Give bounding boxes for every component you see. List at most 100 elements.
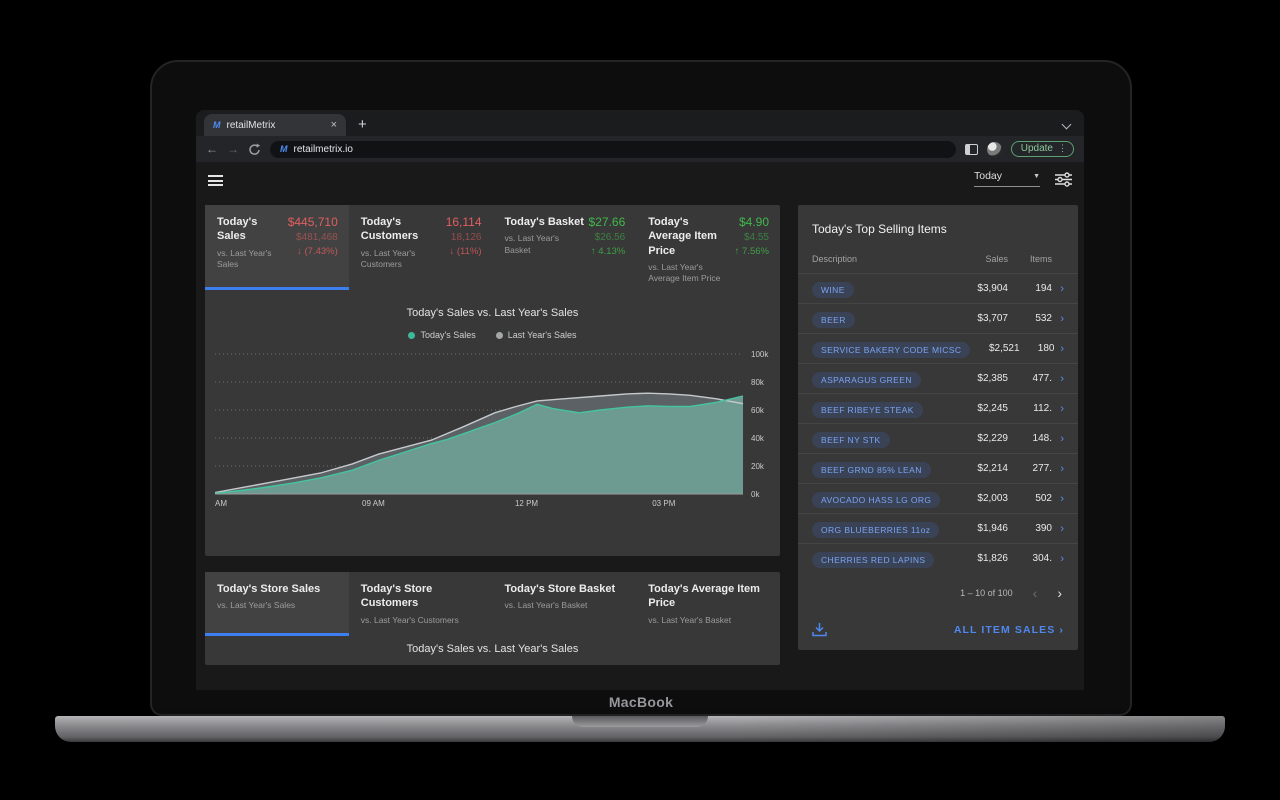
chevron-right-icon[interactable]: › [1060,492,1064,505]
kpi-subtitle: vs. Last Year's Average Item Price [648,261,721,284]
url-bar[interactable]: M retailmetrix.io [270,140,956,158]
kpi-card[interactable]: Today's Customers vs. Last Year's Custom… [349,205,493,290]
item-count: 304. [1032,553,1052,564]
legend-label: Today's Sales [420,330,476,340]
panel-footer: ALL ITEM SALES › [798,612,1078,650]
item-pill[interactable]: ASPARAGUS GREEN [812,371,921,388]
item-pill[interactable]: ORG BLUEBERRIES 11oz [812,521,940,538]
store-tab-subtitle: vs. Last Year's Basket [504,600,588,611]
svg-text:100k: 100k [751,350,769,359]
item-pill[interactable]: CHERRIES RED LAPINS [812,551,935,568]
new-tab-button[interactable]: + [358,116,367,133]
period-value: Today [974,170,1003,182]
filter-settings-icon[interactable] [1055,172,1072,187]
table-row[interactable]: BEER $3,707 532 › [798,303,1078,333]
app-toolbar: Today ▼ [196,162,1084,200]
browser-tab[interactable]: M retailMetrix × [204,114,346,136]
store-tab[interactable]: Today's Store Basket vs. Last Year's Bas… [493,572,637,636]
store-tabs-row: Today's Store Sales vs. Last Year's Sale… [205,572,780,636]
item-sales: $2,385 [977,373,1008,384]
store-tab-subtitle: vs. Last Year's Basket [648,614,732,625]
browser-menu-icon[interactable]: ⋮ [1058,143,1067,153]
chevron-right-icon[interactable]: › [1060,462,1064,475]
back-icon[interactable]: ← [206,142,218,156]
kpi-value: $27.66 [588,215,626,229]
kpi-title: Today's Customers [360,216,419,243]
table-row[interactable]: ORG BLUEBERRIES 11oz $1,946 390 › [798,513,1078,543]
legend-item: Last Year's Sales [495,330,577,340]
item-count: 477. [1032,373,1052,384]
item-sales: $3,707 [977,313,1008,324]
kpi-title: Today's Sales [217,216,258,243]
table-row[interactable]: WINE $3,904 194 › [798,273,1078,303]
chevron-right-icon[interactable]: › [1060,552,1064,565]
item-count: 390 [1035,523,1052,534]
item-pill[interactable]: SERVICE BAKERY CODE MICSC [812,341,971,358]
profile-avatar[interactable] [986,141,1002,157]
kpi-value: 16,114 [445,215,482,229]
svg-text:80k: 80k [751,378,765,387]
device-label: MacBook [608,694,674,710]
kpi-title: Today's Average Item Price [648,216,717,257]
laptop-screen: M retailMetrix × + ← → M retailmetrix.io [150,60,1132,716]
update-button[interactable]: Update ⋮ [1010,141,1074,157]
item-sales: $2,521 [988,343,1020,354]
tab-close-icon[interactable]: × [330,118,337,131]
chevron-down-icon[interactable] [1061,119,1072,130]
side-panel-icon[interactable] [964,143,978,155]
all-item-sales-link[interactable]: ALL ITEM SALES › [953,623,1064,636]
store-tab[interactable]: Today's Store Customers vs. Last Year's … [349,572,493,636]
store-tab-title: Today's Store Basket [504,583,616,595]
svg-text:03 PM: 03 PM [652,499,675,508]
item-pill[interactable]: BEEF NY STK [812,431,890,448]
next-page-icon[interactable]: › [1057,585,1062,601]
sales-chart: 0k 20k 40k 60k 80k 100k AM 09 AM 12 PM 03 PM [214,348,774,515]
chevron-right-icon[interactable]: › [1060,282,1064,295]
table-row[interactable]: AVOCADO HASS LG ORG $2,003 502 › [798,483,1078,513]
item-pill[interactable]: WINE [812,281,854,298]
kpi-subtitle: vs. Last Year's Basket [504,233,560,255]
kpi-card[interactable]: Today's Average Item Price vs. Last Year… [636,205,780,290]
item-sales: $2,229 [977,433,1008,444]
chevron-right-icon[interactable]: › [1060,432,1064,445]
svg-text:09 AM: 09 AM [362,499,385,508]
kpi-card[interactable]: Today's Sales vs. Last Year's Sales $445… [205,205,349,290]
chevron-right-icon[interactable]: › [1060,312,1064,325]
browser-tabstrip: M retailMetrix × + [196,110,1084,136]
url-text: retailmetrix.io [293,143,353,155]
item-pill[interactable]: BEEF RIBEYE STEAK [812,401,923,418]
table-row[interactable]: BEEF NY STK $2,229 148. › [798,423,1078,453]
table-row[interactable]: CHERRIES RED LAPINS $1,826 304. › [798,543,1078,573]
item-sales: $2,003 [977,493,1008,504]
site-favicon: M [280,144,288,154]
table-row[interactable]: SERVICE BAKERY CODE MICSC $2,521 180 › [798,333,1078,363]
forward-icon[interactable]: → [227,142,239,156]
store-tab-title: Today's Average Item Price [648,583,760,610]
chevron-right-icon[interactable]: › [1060,522,1064,535]
item-count: 532 [1035,313,1052,324]
kpi-previous-value: $4.55 [743,232,769,243]
browser-toolbar: ← → M retailmetrix.io Update ⋮ [196,136,1084,162]
download-icon[interactable] [812,622,827,637]
reload-icon[interactable] [248,143,261,156]
tab-title: retailMetrix [226,119,276,131]
legend-item: Today's Sales [408,330,476,340]
kpi-previous-value: $481,468 [296,232,338,243]
item-pill[interactable]: AVOCADO HASS LG ORG [812,491,941,508]
item-pill[interactable]: BEEF GRND 85% LEAN [812,461,931,478]
period-select[interactable]: Today ▼ [974,170,1040,187]
prev-page-icon[interactable]: ‹ [1032,585,1038,601]
store-tab[interactable]: Today's Store Sales vs. Last Year's Sale… [205,572,349,636]
table-row[interactable]: BEEF GRND 85% LEAN $2,214 277. › [798,453,1078,483]
menu-icon[interactable] [208,175,223,189]
item-pill[interactable]: BEER [812,311,855,328]
chevron-right-icon[interactable]: › [1060,342,1064,355]
chevron-right-icon[interactable]: › [1060,402,1064,415]
chevron-right-icon[interactable]: › [1060,372,1064,385]
table-row[interactable]: ASPARAGUS GREEN $2,385 477. › [798,363,1078,393]
table-row[interactable]: BEEF RIBEYE STEAK $2,245 112. › [798,393,1078,423]
store-tab[interactable]: Today's Average Item Price vs. Last Year… [636,572,780,636]
site-favicon: M [213,120,221,130]
kpi-card[interactable]: Today's Basket vs. Last Year's Basket $2… [493,205,637,290]
